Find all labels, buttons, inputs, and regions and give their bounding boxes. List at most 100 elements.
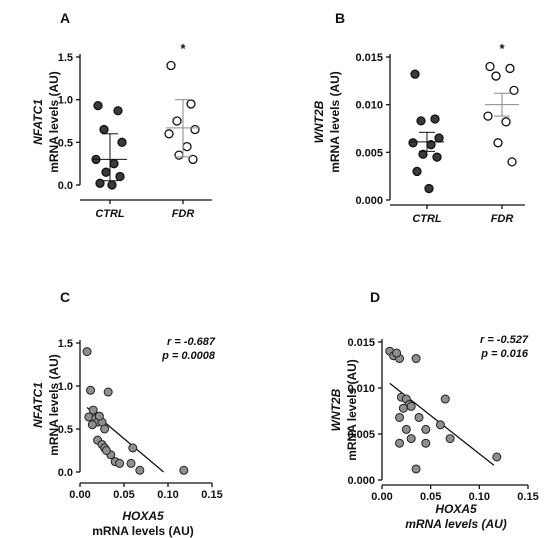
data-point-d: [421, 438, 431, 448]
x-tick-label-d: 0.00: [371, 491, 392, 503]
y-axis-label-c: mRNA levels (AU): [47, 354, 61, 456]
plot-area-d: 0.000 0.005 0.010 0.015 0.00 0.05 0.10 0.15: [347, 337, 538, 503]
data-point-b: [424, 183, 434, 194]
data-point-b: [507, 157, 517, 167]
y-axis-label-a: mRNA levels (AU): [47, 71, 61, 173]
data-point-c: [94, 411, 104, 421]
data-point-c: [128, 443, 138, 453]
data-point-d: [398, 403, 408, 413]
panel-d: D WNT2B mRNA levels (AU) HOXA5 mRNA leve…: [329, 289, 539, 531]
x-axis-label-gene-c: HOXA5: [122, 509, 164, 523]
y-tick-label-d: 0.010: [347, 383, 375, 395]
x-tick-label-d: 0.15: [517, 491, 538, 503]
y-tick-label-c: 1.5: [58, 338, 73, 350]
data-point-c: [126, 458, 136, 468]
data-point-d: [392, 348, 402, 358]
y-axis-label-b: mRNA levels (AU): [328, 71, 342, 173]
data-point-a: [172, 116, 182, 126]
x-tick-label-a: CTRL: [95, 208, 125, 220]
data-point-a: [186, 99, 196, 109]
data-point-b: [432, 152, 442, 162]
y-axis-label-gene-c: NFATC1: [31, 382, 45, 428]
data-point-c: [88, 405, 98, 415]
plot-area-b: 0.000 0.005 0.010 0.015 CTRL FDR *: [355, 41, 525, 225]
data-point-b: [418, 149, 428, 159]
panel-letter-a: A: [60, 10, 70, 26]
data-point-b: [485, 61, 495, 72]
data-point-b: [483, 111, 493, 121]
data-point-d: [435, 420, 445, 430]
data-point-a: [164, 129, 174, 139]
data-point-b: [416, 116, 426, 126]
data-point-d: [395, 438, 405, 448]
y-tick-label-d: 0.000: [347, 475, 375, 487]
data-point-c: [103, 387, 113, 397]
data-point-b: [408, 138, 418, 148]
plot-area-a: 0.0 0.5 1.0 1.5 CTRL FDR *: [58, 41, 212, 220]
x-tick-label-a: FDR: [172, 208, 195, 220]
data-point-a: [174, 150, 184, 160]
y-tick-label-c: 1.0: [58, 381, 73, 393]
panel-a: A NFATC1 mRNA levels (AU) 0.0 0.5 1.0 1.5 CT…: [31, 10, 212, 220]
p-value-d: p = 0.016: [480, 348, 529, 360]
data-point-a: [190, 124, 200, 135]
data-point-d: [406, 434, 416, 444]
data-point-a: [166, 60, 176, 71]
data-point-b: [491, 71, 501, 81]
data-point-d: [440, 394, 450, 404]
correlation-r-d: r = -0.527: [480, 334, 529, 346]
data-point-a: [107, 180, 117, 190]
data-point-a: [101, 167, 111, 177]
data-point-c: [135, 465, 145, 475]
y-tick-label-b: 0.015: [355, 52, 383, 64]
y-axis-label-gene-d: WNT2B: [329, 388, 343, 431]
y-tick-label-b: 0.000: [355, 195, 383, 207]
y-axis-label-d: mRNA levels (AU): [345, 359, 359, 461]
data-point-a: [117, 137, 127, 147]
y-tick-label-a: 0.0: [58, 180, 73, 192]
y-tick-label-c: 0.0: [58, 467, 73, 479]
data-point-c: [100, 424, 110, 434]
x-axis-label-d: mRNA levels (AU): [405, 517, 507, 531]
data-point-d: [411, 354, 421, 364]
data-point-d: [411, 464, 421, 474]
data-point-b: [412, 166, 422, 177]
data-point-c: [86, 385, 96, 395]
y-tick-label-a: 1.5: [58, 52, 73, 64]
data-point-d: [401, 424, 411, 434]
x-tick-label-b: CTRL: [412, 213, 442, 225]
data-point-a: [115, 171, 125, 182]
data-point-c: [179, 465, 189, 475]
data-point-d: [492, 452, 502, 462]
data-point-b: [501, 117, 511, 127]
y-tick-label-a: 1.0: [58, 95, 73, 107]
correlation-r-c: r = -0.687: [167, 336, 216, 348]
x-axis-label-gene-d: HOXA5: [435, 502, 477, 516]
y-axis-label-gene-a: NFATC1: [31, 99, 45, 145]
y-tick-label-d: 0.015: [347, 337, 375, 349]
panel-c: C NFATC1 mRNA levels (AU) HOXA5 mRNA lev…: [31, 289, 223, 538]
data-point-b: [505, 63, 515, 74]
data-point-c: [82, 347, 92, 357]
significance-marker-a: *: [180, 41, 186, 56]
x-axis-label-c: mRNA levels (AU): [92, 524, 194, 538]
panel-letter-b: B: [335, 10, 345, 26]
data-point-a: [99, 124, 109, 135]
data-point-d: [395, 412, 405, 422]
x-tick-label-b: FDR: [491, 213, 514, 225]
y-tick-label-c: 0.5: [58, 424, 73, 436]
data-point-a: [113, 106, 123, 116]
y-tick-label-d: 0.005: [347, 429, 375, 441]
y-tick-label-b: 0.005: [355, 147, 383, 159]
y-tick-label-a: 0.5: [58, 137, 73, 149]
p-value-c: p = 0.0008: [161, 350, 216, 362]
data-point-a: [95, 178, 105, 188]
data-point-b: [493, 138, 503, 148]
data-point-c: [87, 420, 97, 430]
x-tick-label-c: 0.05: [113, 489, 134, 501]
y-axis-label-gene-b: WNT2B: [312, 100, 326, 143]
plot-area-c: 0.0 0.5 1.0 1.5 0.00 0.05 0.10 0.15: [58, 338, 223, 501]
data-point-a: [109, 159, 119, 169]
panel-letter-d: D: [370, 289, 380, 305]
